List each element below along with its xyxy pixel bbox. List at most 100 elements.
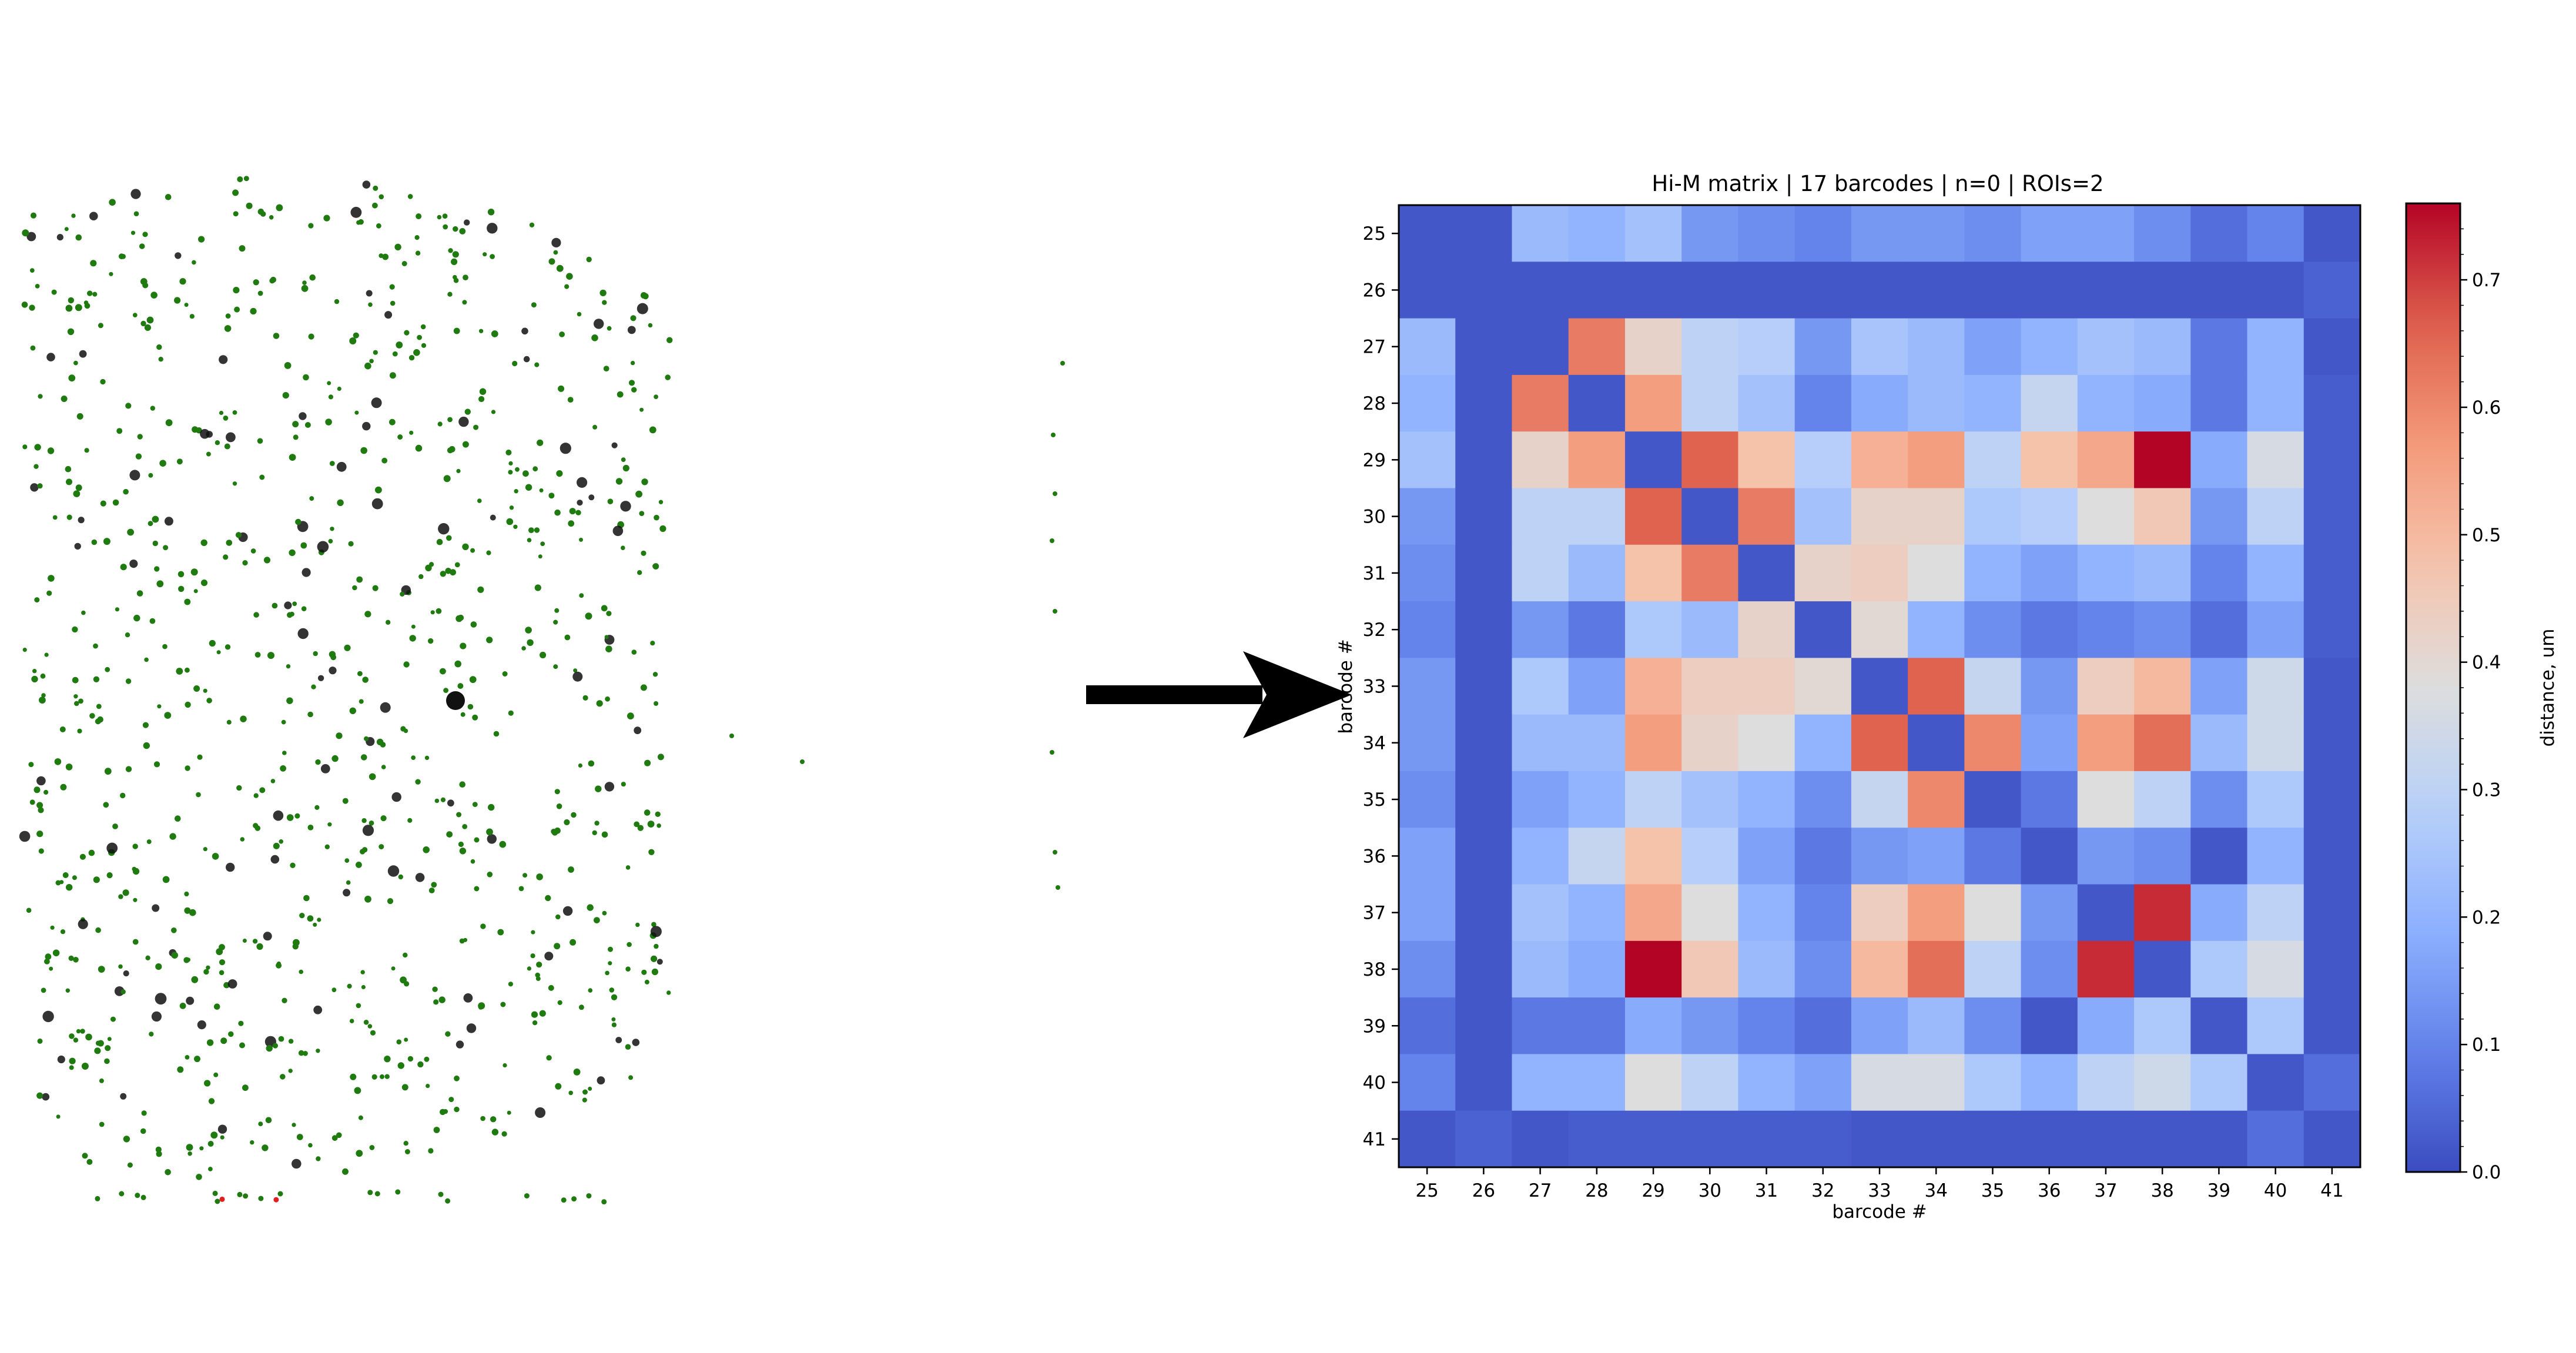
heatmap-cell (1512, 940, 1569, 998)
spot-point (463, 274, 468, 280)
spot-point (92, 292, 98, 297)
spot-point (1051, 433, 1056, 437)
heatmap-cell (2077, 601, 2135, 658)
spot-point (503, 1063, 507, 1068)
spot-point (644, 759, 651, 766)
spot-point (295, 518, 302, 525)
heatmap-cell (2077, 714, 2135, 772)
heatmap-cell (1624, 374, 1682, 432)
spot-point (417, 1061, 424, 1068)
spot-point (266, 1044, 273, 1052)
spot-point (44, 959, 50, 964)
spot-point (608, 946, 613, 952)
y-tick-label: 37 (1363, 903, 1386, 924)
spot-point (193, 685, 200, 692)
spot-point (621, 545, 625, 550)
spot-point (508, 461, 513, 466)
spot-point (226, 719, 232, 725)
heatmap-cell (2247, 431, 2304, 489)
spot-point (601, 831, 608, 838)
spot-point (44, 652, 49, 657)
heatmap-cell (1681, 601, 1739, 658)
spot-point (130, 230, 136, 235)
spot-point (569, 508, 576, 515)
spot-point (133, 211, 139, 217)
spot-point (61, 396, 68, 402)
spot-point (529, 222, 535, 227)
spot-point (564, 284, 570, 289)
spot-point (409, 635, 416, 642)
spot-point (263, 557, 271, 564)
heatmap-cell (1624, 544, 1682, 602)
spot-point (164, 517, 173, 526)
spot-point (133, 897, 138, 902)
spot-point (595, 785, 602, 792)
spot-point (381, 765, 386, 769)
heatmap-cell (1794, 601, 1852, 658)
spot-point (74, 542, 81, 550)
spot-point (252, 939, 258, 944)
x-tick-label: 36 (2038, 1180, 2061, 1201)
spot-point (77, 728, 82, 734)
spot-point (462, 300, 467, 305)
spot-point (469, 676, 477, 684)
spot-point (456, 812, 462, 818)
spot-point (158, 357, 163, 362)
spot-point (237, 1191, 243, 1197)
spot-point (149, 618, 156, 624)
spot-point (146, 839, 152, 845)
spot-point (539, 1010, 546, 1017)
spot-point (1050, 538, 1054, 543)
spot-point (110, 1016, 116, 1022)
spot-point (259, 787, 266, 793)
spot-point (37, 1038, 43, 1044)
spot-point (56, 1114, 61, 1119)
spot-point (184, 891, 189, 897)
heatmap-cell (2077, 658, 2135, 715)
heatmap-cell (2021, 714, 2078, 772)
spot-point (458, 416, 469, 427)
heatmap-cell (2134, 1110, 2191, 1168)
spot-point (387, 865, 400, 877)
spot-point (437, 421, 443, 427)
heatmap-cell (2247, 1110, 2304, 1168)
spot-point (391, 966, 396, 971)
heatmap-cell (1738, 374, 1796, 432)
spot-point (611, 1022, 617, 1027)
spot-point (219, 410, 224, 416)
spot-point (156, 344, 162, 350)
spot-point (448, 248, 453, 253)
heatmap-cell (2021, 374, 2078, 432)
spot-point (197, 754, 203, 760)
spot-point (47, 447, 55, 454)
y-tick-label: 27 (1363, 337, 1386, 358)
spot-point (401, 261, 407, 266)
spot-point (257, 290, 263, 296)
spot-point (625, 966, 631, 972)
heatmap-cell (1851, 940, 1908, 998)
spot-point (127, 528, 135, 536)
spot-point (21, 302, 28, 308)
heatmap-cell (1568, 488, 1626, 545)
spot-point (85, 1033, 92, 1041)
heatmap-cell (1681, 262, 1739, 319)
spot-point (490, 514, 496, 521)
spot-point (157, 704, 162, 709)
spot-point (524, 1193, 530, 1199)
spot-point (508, 710, 514, 716)
heatmap-cell (2021, 997, 2078, 1055)
heatmap-cell (1851, 544, 1908, 602)
spot-point (141, 1110, 147, 1116)
spot-point (507, 1110, 511, 1115)
y-tick-label: 26 (1363, 280, 1386, 301)
spot-point (478, 396, 485, 403)
y-tick-label: 36 (1363, 846, 1386, 867)
spot-point (224, 443, 230, 450)
heatmap-cell (1455, 714, 1513, 772)
spot-point (89, 713, 95, 719)
heatmap-cells (1399, 205, 2361, 1168)
spot-point (30, 483, 39, 492)
spot-point (144, 657, 149, 662)
spot-point (559, 331, 565, 337)
spot-point (456, 468, 461, 474)
